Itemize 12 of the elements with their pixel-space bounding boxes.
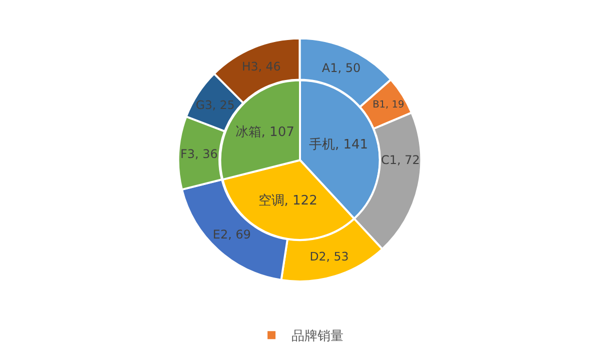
legend-label: 品牌销量 (292, 329, 344, 344)
slice-label: 手机, 141 (308, 138, 368, 153)
category-label: D2, 53 (310, 249, 349, 264)
slice-label: 空调, 122 (258, 194, 318, 209)
category-label: E2, 69 (212, 227, 251, 242)
slice-label: 冰箱, 107 (235, 125, 294, 140)
category-label: G3, 25 (196, 98, 235, 112)
category-label: B1, 19 (372, 100, 404, 111)
category-label: A1, 50 (322, 61, 361, 76)
category-label: F3, 36 (180, 146, 218, 161)
category-label: C1, 72 (380, 152, 420, 167)
category-label: H3, 46 (242, 60, 281, 74)
